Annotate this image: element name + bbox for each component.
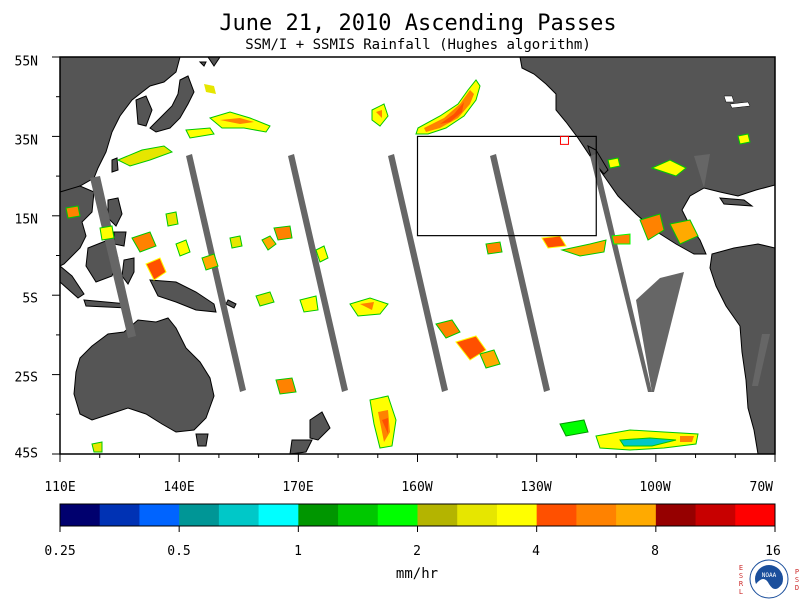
land-masses xyxy=(59,56,776,455)
colorbar-swatch xyxy=(377,504,418,526)
svg-text:NOAA: NOAA xyxy=(762,572,777,579)
colorbar-swatch xyxy=(536,504,577,526)
colorbar-label-1: 1 xyxy=(294,544,302,559)
orbit-gap-8 xyxy=(752,334,770,386)
figure-subtitle: SSM/I + SSMIS Rainfall (Hughes algorithm… xyxy=(245,37,591,53)
svg-text:L: L xyxy=(739,588,743,596)
colorbar xyxy=(59,503,776,532)
land-taiwan xyxy=(111,157,119,173)
colorbar-swatch xyxy=(179,504,220,526)
colorbar-swatch xyxy=(417,504,458,526)
colorbar-swatch xyxy=(695,504,736,526)
colorbar-swatch xyxy=(338,504,379,526)
lon-label-100w: 100W xyxy=(639,480,670,495)
colorbar-swatch xyxy=(735,504,776,526)
rain-mid-pacific-cells xyxy=(371,103,699,257)
rain-north-pacific-front xyxy=(415,79,481,135)
noaa-gull-icon xyxy=(756,579,782,593)
svg-text:S: S xyxy=(739,572,743,580)
land-north-america xyxy=(519,56,776,255)
lon-label-140e: 140E xyxy=(163,480,194,495)
orbit-gap-4 xyxy=(388,154,448,392)
lat-label-25s: 25S xyxy=(15,371,38,386)
orbit-gap-6 xyxy=(590,154,684,392)
colorbar-label-16: 16 xyxy=(765,544,781,559)
lon-label-130w: 130W xyxy=(520,480,551,495)
map-panel xyxy=(59,56,776,455)
colorbar-label-0-5: 0.5 xyxy=(167,544,190,559)
colorbar-units: mm/hr xyxy=(396,566,438,582)
orbit-data-gaps xyxy=(90,154,770,392)
lat-label-15n: 15N xyxy=(15,213,38,228)
lat-label-45s: 45S xyxy=(15,447,38,462)
colorbar-label-2: 2 xyxy=(413,544,421,559)
lon-label-160w: 160W xyxy=(401,480,432,495)
lon-label-170e: 170E xyxy=(282,480,313,495)
land-tasmania xyxy=(195,433,209,447)
lon-label-110e: 110E xyxy=(44,480,75,495)
svg-text:E: E xyxy=(739,564,743,572)
lon-label-70w: 70W xyxy=(750,480,774,495)
land-indochina xyxy=(59,185,95,267)
colorbar-swatch xyxy=(298,504,339,526)
orbit-gap-5 xyxy=(490,154,550,392)
rain-south-pacific xyxy=(91,297,501,453)
land-cuba xyxy=(719,197,754,207)
colorbar-swatch xyxy=(616,504,657,526)
colorbar-swatch xyxy=(60,504,101,526)
colorbar-swatch xyxy=(655,504,697,526)
colorbar-label-0-25: 0.25 xyxy=(44,544,75,559)
rain-warm-pool xyxy=(65,205,329,313)
figure-title: June 21, 2010 Ascending Passes xyxy=(219,11,616,36)
orbit-gap-1 xyxy=(90,176,136,338)
svg-text:P: P xyxy=(795,568,799,576)
land-new-zealand xyxy=(309,411,331,441)
colorbar-swatch xyxy=(496,504,538,526)
highlight-station-marker xyxy=(559,135,569,145)
rain-southeast-pacific-band xyxy=(559,419,699,451)
land-new-guinea xyxy=(149,279,217,313)
svg-text:R: R xyxy=(739,580,744,588)
orbit-gap-7 xyxy=(694,154,710,188)
highlight-region-box xyxy=(416,135,597,237)
noaa-esrl-psd-logo: E S R L NOAA P S D xyxy=(739,559,799,599)
land-sulawesi xyxy=(121,257,135,285)
colorbar-swatch xyxy=(258,504,299,526)
rain-japan-front xyxy=(116,84,271,167)
land-australia xyxy=(73,317,215,433)
land-korea xyxy=(135,95,153,127)
rain-americas xyxy=(607,95,751,177)
rainfall-areas xyxy=(65,79,751,453)
colorbar-swatch xyxy=(457,504,498,526)
land-japan xyxy=(149,75,195,133)
orbit-gap-2 xyxy=(186,154,246,392)
lat-label-35n: 35N xyxy=(15,134,38,149)
svg-text:S: S xyxy=(795,576,799,584)
axis-ticks xyxy=(52,56,776,462)
colorbar-swatch xyxy=(99,504,140,526)
land-south-america xyxy=(709,243,776,455)
svg-text:D: D xyxy=(795,584,799,592)
colorbar-swatch xyxy=(218,504,260,526)
lat-label-55n: 55N xyxy=(15,55,38,70)
colorbar-label-8: 8 xyxy=(651,544,659,559)
orbit-gap-3 xyxy=(288,154,348,392)
colorbar-swatch xyxy=(576,504,617,526)
colorbar-label-4: 4 xyxy=(532,544,540,559)
colorbar-swatch xyxy=(139,504,180,526)
lat-label-5s: 5S xyxy=(22,292,38,307)
